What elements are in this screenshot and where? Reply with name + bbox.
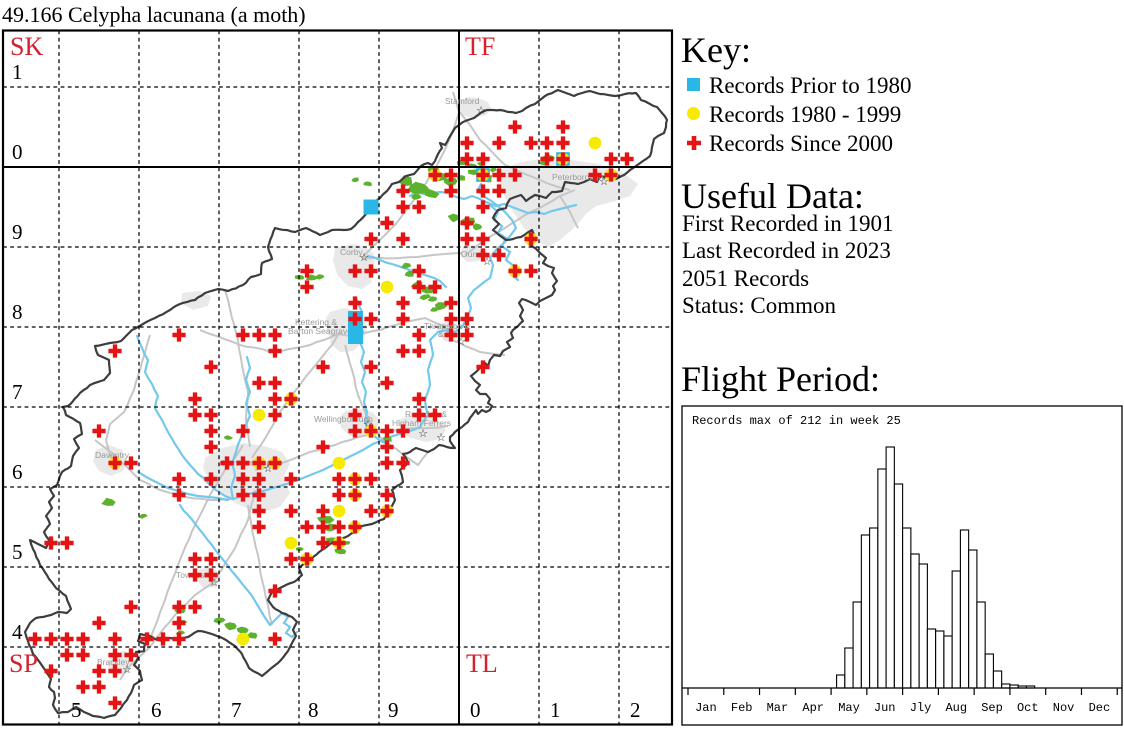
- svg-text:☆: ☆: [482, 256, 492, 268]
- svg-text:☆: ☆: [418, 428, 428, 440]
- svg-text:Aug: Aug: [945, 701, 967, 715]
- svg-text:☆: ☆: [363, 419, 373, 431]
- svg-text:4: 4: [12, 620, 23, 644]
- svg-text:Corby: Corby: [340, 247, 363, 257]
- svg-text:6: 6: [151, 698, 162, 722]
- svg-text:9: 9: [12, 220, 23, 244]
- svg-text:May: May: [838, 701, 860, 715]
- svg-text:Rushden &: Rushden &: [405, 409, 447, 419]
- svg-text:0: 0: [470, 698, 481, 722]
- svg-text:Jun: Jun: [874, 701, 896, 715]
- svg-text:Records max of 212 in week 25: Records max of 212 in week 25: [692, 414, 901, 428]
- svg-text:☆: ☆: [263, 463, 273, 475]
- svg-text:☆: ☆: [476, 105, 486, 117]
- svg-text:Thrapston &: Thrapston &: [424, 321, 471, 331]
- svg-text:Higham Ferrers: Higham Ferrers: [392, 418, 451, 428]
- svg-text:Barton Seagrave: Barton Seagrave: [288, 326, 352, 336]
- svg-text:8: 8: [12, 300, 23, 324]
- svg-text:0: 0: [12, 140, 23, 164]
- svg-text:9: 9: [388, 698, 399, 722]
- svg-text:☆: ☆: [122, 664, 132, 676]
- svg-text:8: 8: [308, 698, 319, 722]
- svg-text:Wellingborough: Wellingborough: [314, 414, 373, 424]
- svg-text:5: 5: [12, 540, 23, 564]
- svg-text:☆: ☆: [599, 176, 609, 188]
- svg-text:SK: SK: [10, 32, 43, 61]
- svg-text:Kettering &: Kettering &: [295, 317, 337, 327]
- svg-text:☆: ☆: [456, 336, 466, 348]
- svg-text:7: 7: [231, 698, 242, 722]
- svg-text:Dec: Dec: [1089, 701, 1111, 715]
- svg-text:TF: TF: [465, 32, 495, 61]
- svg-text:Jan: Jan: [695, 701, 717, 715]
- svg-text:TL: TL: [466, 649, 498, 678]
- svg-text:Feb: Feb: [731, 701, 753, 715]
- svg-text:Apr: Apr: [802, 701, 824, 715]
- svg-text:Nov: Nov: [1053, 701, 1075, 715]
- svg-text:1: 1: [550, 698, 561, 722]
- svg-text:Oundle: Oundle: [461, 249, 489, 259]
- svg-text:☆: ☆: [436, 432, 446, 444]
- svg-text:☆: ☆: [209, 577, 219, 589]
- svg-text:Daventry: Daventry: [95, 450, 130, 460]
- svg-text:5: 5: [71, 698, 82, 722]
- svg-text:Jly: Jly: [910, 701, 932, 715]
- svg-text:Brackley: Brackley: [97, 657, 130, 667]
- svg-text:SP: SP: [9, 649, 38, 678]
- svg-text:☆: ☆: [359, 252, 369, 264]
- svg-text:Stamford: Stamford: [445, 96, 480, 106]
- svg-text:Oct: Oct: [1017, 701, 1039, 715]
- svg-text:7: 7: [12, 380, 23, 404]
- svg-text:6: 6: [12, 460, 23, 484]
- svg-text:Mar: Mar: [767, 701, 789, 715]
- svg-text:Sep: Sep: [981, 701, 1003, 715]
- svg-text:2: 2: [630, 698, 641, 722]
- svg-text:1: 1: [12, 60, 23, 84]
- svg-text:Peterborough: Peterborough: [552, 172, 604, 182]
